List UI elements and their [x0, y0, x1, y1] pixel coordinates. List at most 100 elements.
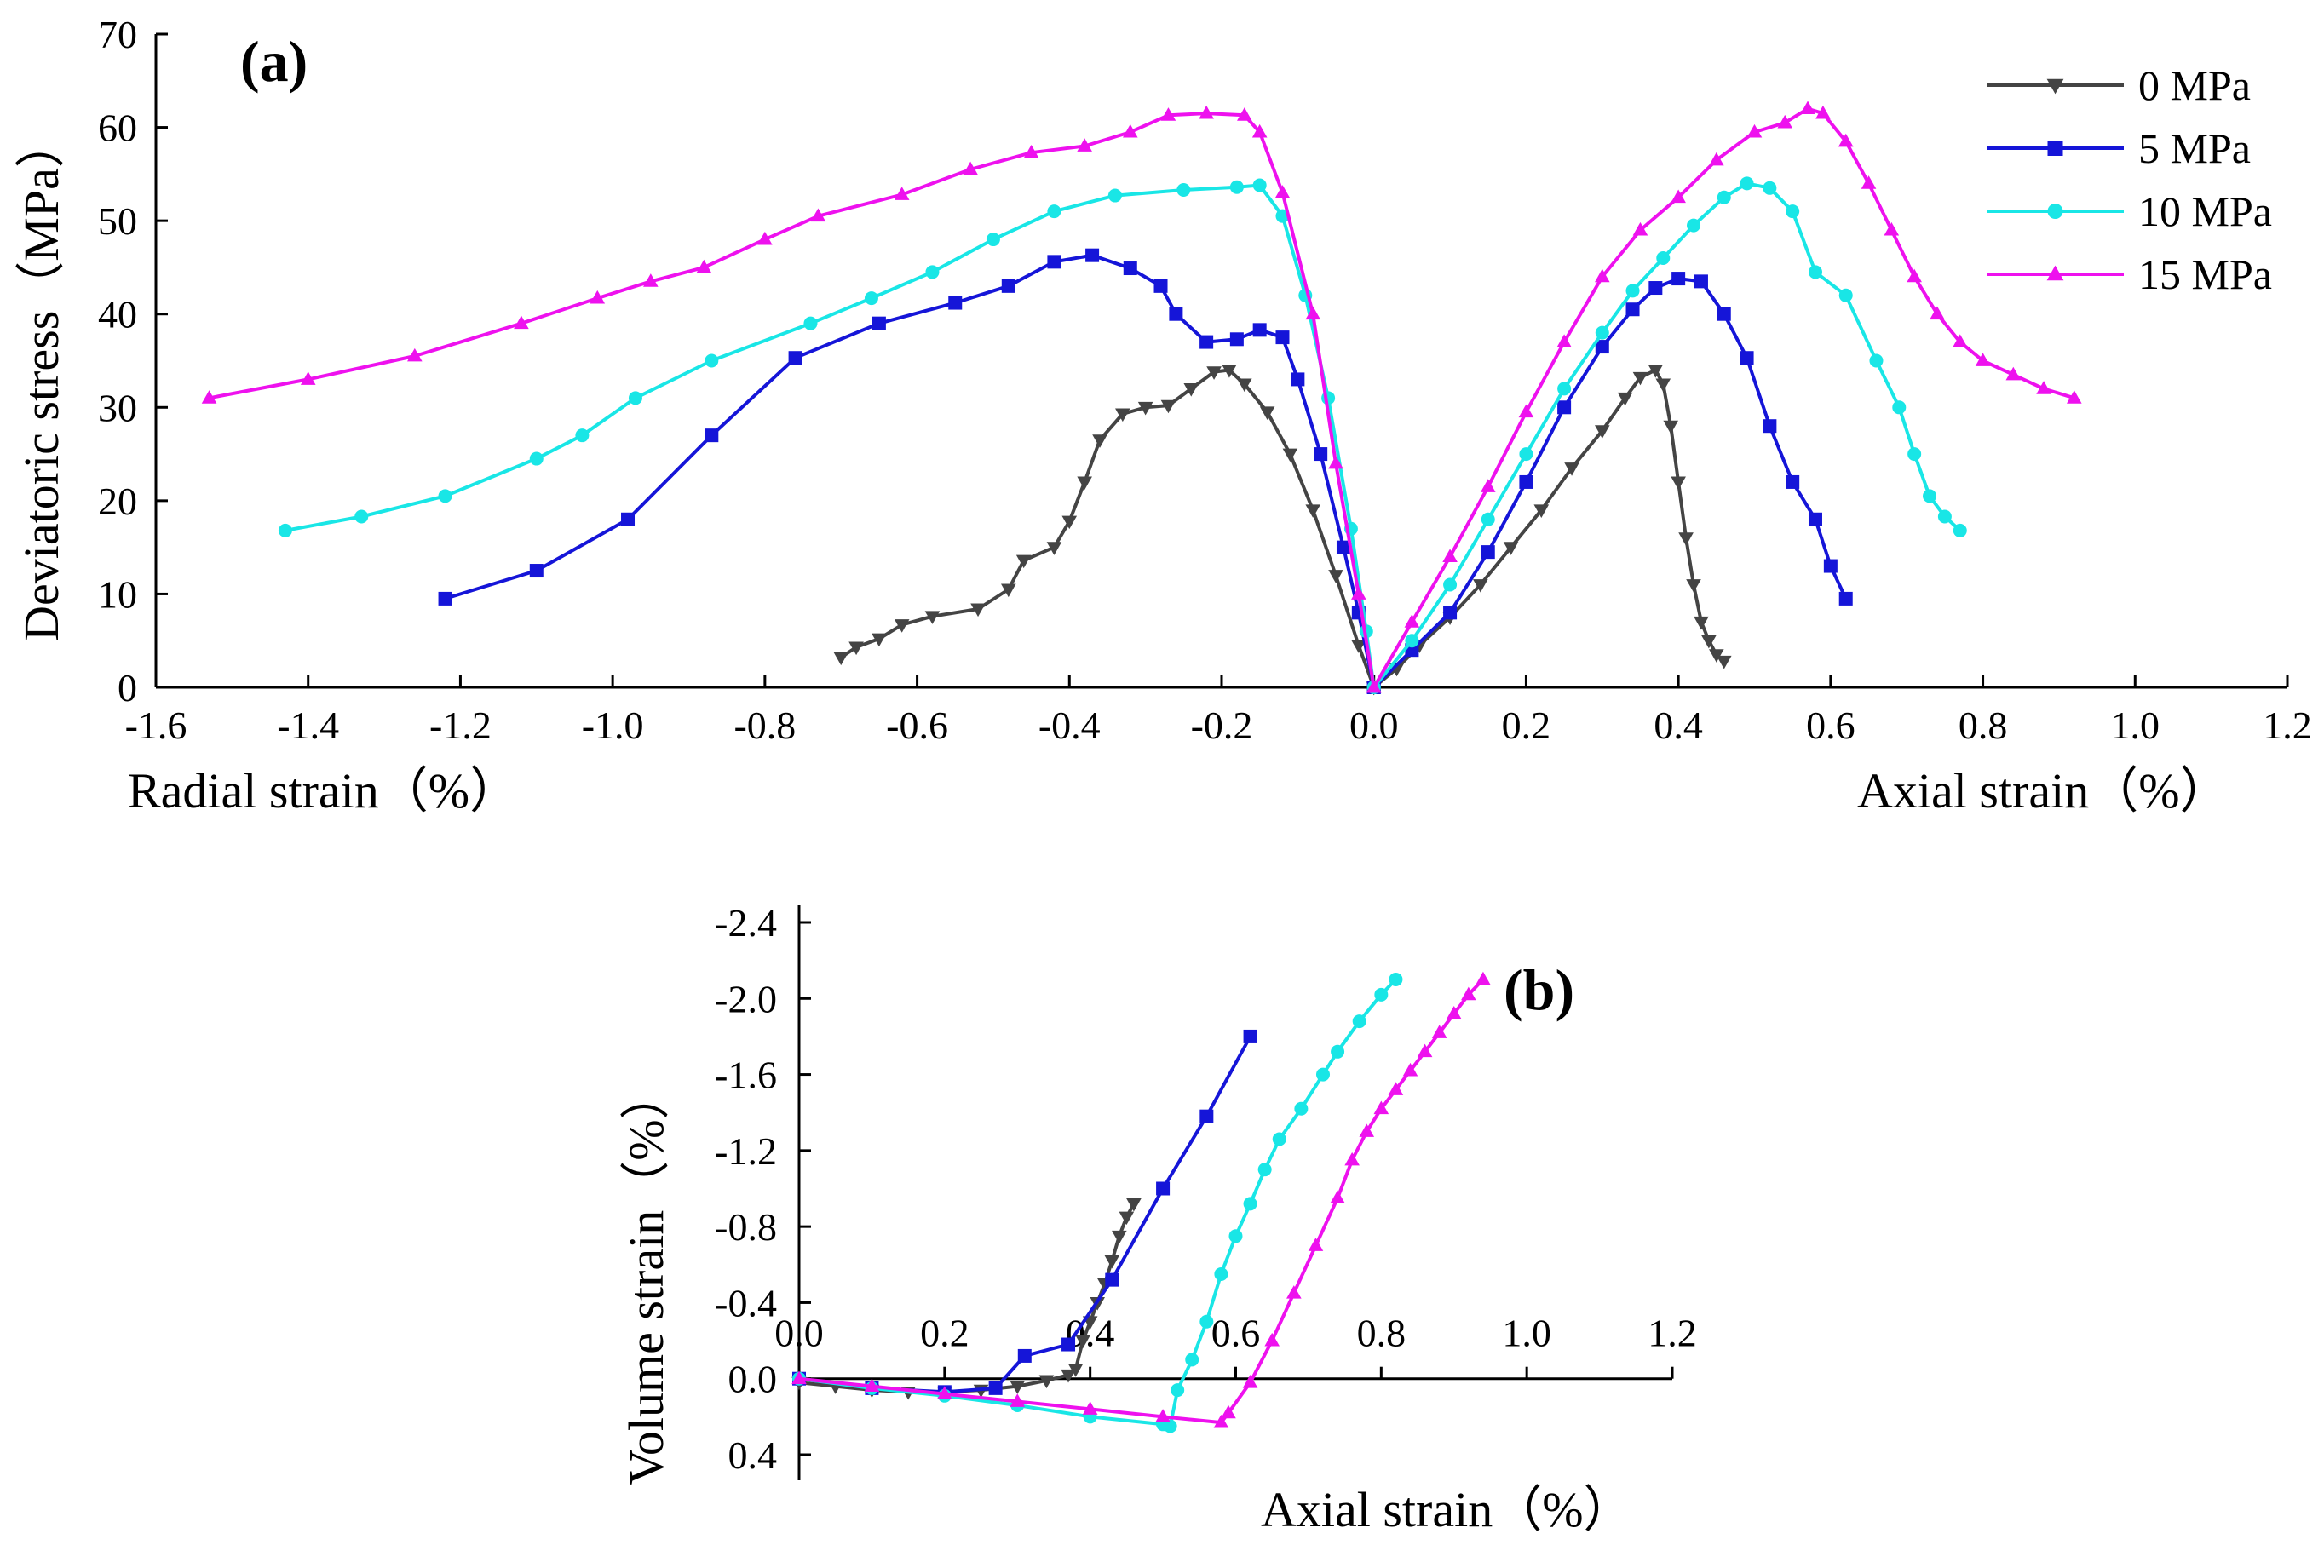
panel-a-y-tick-label: 60 [98, 106, 137, 150]
panel-a-series-0-mpa-point [1709, 649, 1724, 663]
panel-b-y-tick-label: -2.0 [715, 977, 777, 1020]
panel-a-series-10-mpa-radial-line [285, 183, 1376, 688]
panel-a-y-tick-label: 0 [118, 666, 137, 709]
panel-b-y-tick-label: -2.4 [715, 901, 777, 945]
panel-a-series-15-mpa-point [1077, 138, 1092, 152]
panel-b-series-0-mpa-point [1119, 1211, 1135, 1226]
panel-a-x-tick-label: -1.4 [277, 704, 339, 747]
panel-a-series-15-mpa-point [1160, 107, 1176, 121]
panel-a-series-15-mpa-point [1975, 353, 1991, 366]
panel-a-series-0-mpa-point [1678, 532, 1694, 546]
panel-a-x-tick-label: -0.4 [1038, 704, 1101, 747]
panel-a-series-5-mpa-point [1252, 323, 1267, 337]
panel-b-series-10-mpa-point [1257, 1163, 1272, 1177]
panel-b-series-15-mpa-point [937, 1386, 952, 1399]
panel-a-series-5-mpa-point [1314, 447, 1328, 462]
panel-a-series-0-mpa-point [1564, 462, 1579, 476]
panel-a-series-15-mpa-point [757, 231, 773, 245]
panel-a-series-5-mpa-point [1595, 340, 1609, 354]
panel-b-series-15-mpa-point [1242, 1374, 1258, 1388]
panel-a-series-15-mpa-point [590, 290, 606, 304]
panel-b-series-5-mpa-line [798, 1035, 1252, 1394]
panel-a-series-5-mpa-point [621, 512, 636, 526]
panel-b-series-0-mpa-point [1112, 1230, 1127, 1244]
panel-a-series-15-mpa-point [1328, 455, 1343, 469]
panel-a-x-tick-label: 1.2 [2263, 704, 2312, 747]
panel-a-series-15-mpa-point [1251, 123, 1268, 138]
panel-a-y-tick-label: 70 [98, 13, 137, 56]
panel-a-series-0-mpa-point [924, 611, 941, 624]
panel-a-series-15-mpa-point [1907, 268, 1922, 283]
panel-a-series-0-mpa-point [1686, 579, 1701, 593]
panel-b-series-15-mpa-line [798, 978, 1485, 1425]
panel-b-series-10-mpa-point [1374, 987, 1389, 1002]
panel-a-series-5-mpa-axial-line [1372, 277, 1848, 689]
panel-b-series-10-mpa-line [798, 978, 1397, 1428]
panel-a-series-5-mpa-point [1229, 332, 1244, 347]
panel-b-y-tick-label: -0.8 [715, 1205, 777, 1249]
panel-a-series-0-mpa-point [1533, 504, 1550, 519]
panel-a-series-10-mpa-point [529, 451, 544, 466]
panel-a-series-0-mpa-radial-line [840, 368, 1376, 688]
panel-a-series-15-mpa-point [1351, 586, 1366, 600]
panel-a-series-15-mpa-radial-line [209, 112, 1376, 688]
panel-a-series-5-mpa-point [705, 428, 719, 443]
panel-b-series-0-mpa-point [1010, 1381, 1026, 1394]
panel-a-series-10-mpa-point [864, 291, 878, 306]
panel-a-series-10-mpa-point [705, 353, 719, 368]
panel-a-series-0-mpa-point [1473, 579, 1488, 593]
panel-b-series-0-mpa-point [1061, 1369, 1076, 1383]
panel-a-series-5-mpa-point [1169, 307, 1183, 321]
panel-b-series-5-mpa-point [1243, 1029, 1257, 1043]
panel-a-series-0-mpa-point [1594, 425, 1610, 439]
legend-label-5-mpa: 5 MPa [2138, 124, 2251, 172]
panel-a-series-5-mpa-point [1123, 261, 1137, 276]
panel-a-series-5-mpa-point [1443, 606, 1458, 620]
panel-a-series-5-mpa-point [948, 296, 963, 310]
panel-a-series-0-mpa-point [1183, 382, 1199, 397]
panel-a-axes: 0 10 20 30 40 50 60 70 -1.6 -1.4 -1.2 -1.0 -0.8 -0.6 -… [98, 13, 2312, 747]
panel-a-series-0-mpa-point [894, 619, 910, 633]
panel-b-series-0-mpa-point [1104, 1255, 1120, 1269]
panel-a-series-0-mpa-point [1046, 542, 1062, 555]
panel-a-series-0-mpa-point [1701, 635, 1717, 649]
panel-a-series-10-mpa-point [1047, 204, 1061, 219]
panel-a-series-5-mpa-point [788, 351, 802, 365]
panel-b-series-10-mpa-point [1243, 1197, 1257, 1211]
panel-a-series-15-mpa-point [1366, 679, 1382, 693]
panel-b-label: (b) [1504, 957, 1574, 1022]
panel-b-series-0-mpa-point [1075, 1335, 1090, 1349]
panel-b-series-15-mpa-point [1446, 1005, 1462, 1019]
panel-a-series-15-mpa-point [407, 347, 423, 362]
panel-a-series-15-mpa-point [1671, 189, 1686, 204]
panel-a-series-15-mpa-point [1518, 404, 1534, 418]
panel-a-series-10-mpa-point [575, 428, 590, 443]
panel-a-x-tick-label: -1.0 [582, 704, 644, 747]
panel-a-y-tick-label: 50 [98, 199, 137, 243]
panel-a-series-0-mpa-point [1015, 554, 1032, 569]
panel-a-series-0-mpa-point [1001, 583, 1016, 598]
panel-a-series-5-mpa-point [1717, 307, 1731, 321]
panel-b-series-10-mpa-point [1171, 1383, 1185, 1398]
panel-a-x-tick-label: 0.6 [1806, 704, 1855, 747]
panel-a-series-10-mpa-point [278, 523, 292, 537]
panel-b-series-0-mpa-point [1126, 1198, 1142, 1212]
panel-a-series-5-mpa-point [1001, 279, 1015, 293]
panel-a-series-10-mpa-point [1252, 178, 1267, 192]
panel-a-series-15-mpa-point [1815, 105, 1831, 119]
panel-a-x-tick-label: 0.4 [1654, 704, 1703, 747]
panel-a-series-15-mpa-point [696, 259, 712, 273]
panel-b-y-tick-label: -1.2 [715, 1129, 777, 1173]
panel-a-series-15-mpa-point [2067, 390, 2082, 404]
panel-b-x-axis-label: Axial strain（%） [1261, 1482, 1633, 1537]
panel-a-series-15-mpa-point [1122, 123, 1138, 138]
panel-b-series-15-mpa-point [791, 1370, 807, 1385]
panel-a-series-5-mpa-point [1838, 591, 1853, 606]
panel-b-series-15-mpa-point [1082, 1401, 1098, 1415]
panel-b-series-15-mpa-point [1359, 1123, 1375, 1137]
panel-a-series-15-mpa-point [514, 315, 529, 330]
panel-a-series-15-mpa-point [894, 187, 910, 200]
panel-a-series-10-mpa-point [1176, 182, 1191, 197]
panel-a-series-0-mpa-point [1115, 408, 1130, 422]
panel-a-series-15-mpa-point [1746, 123, 1763, 138]
